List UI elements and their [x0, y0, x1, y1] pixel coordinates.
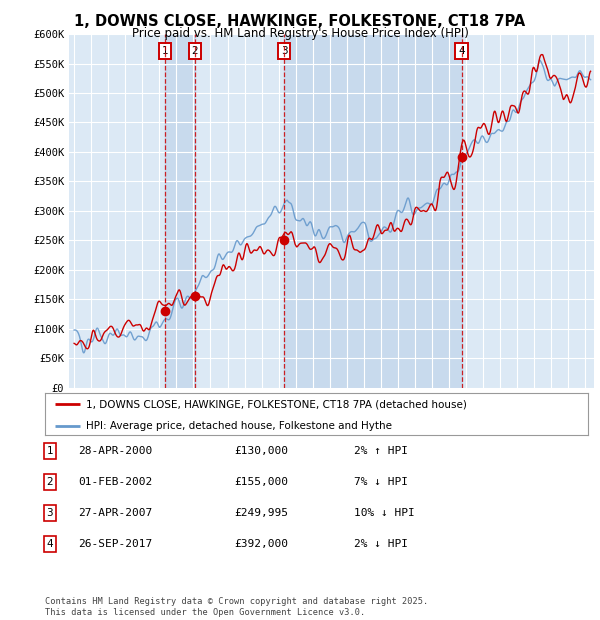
Text: £130,000: £130,000	[234, 446, 288, 456]
Text: 1: 1	[161, 46, 168, 56]
Text: 2: 2	[191, 46, 198, 56]
Text: 27-APR-2007: 27-APR-2007	[78, 508, 152, 518]
Text: 2% ↓ HPI: 2% ↓ HPI	[354, 539, 408, 549]
Text: 4: 4	[458, 46, 465, 56]
Bar	[165, 34, 195, 388]
Text: 7% ↓ HPI: 7% ↓ HPI	[354, 477, 408, 487]
Text: Contains HM Land Registry data © Crown copyright and database right 2025.
This d: Contains HM Land Registry data © Crown c…	[45, 598, 428, 617]
Text: 28-APR-2000: 28-APR-2000	[78, 446, 152, 456]
Text: 1, DOWNS CLOSE, HAWKINGE, FOLKESTONE, CT18 7PA: 1, DOWNS CLOSE, HAWKINGE, FOLKESTONE, CT…	[74, 14, 526, 29]
Text: 3: 3	[281, 46, 287, 56]
Text: 3: 3	[46, 508, 53, 518]
Text: £155,000: £155,000	[234, 477, 288, 487]
Text: £392,000: £392,000	[234, 539, 288, 549]
Text: Price paid vs. HM Land Registry's House Price Index (HPI): Price paid vs. HM Land Registry's House …	[131, 27, 469, 40]
Text: 4: 4	[46, 539, 53, 549]
Text: 26-SEP-2017: 26-SEP-2017	[78, 539, 152, 549]
Text: 2: 2	[46, 477, 53, 487]
Text: 10% ↓ HPI: 10% ↓ HPI	[354, 508, 415, 518]
Text: 1, DOWNS CLOSE, HAWKINGE, FOLKESTONE, CT18 7PA (detached house): 1, DOWNS CLOSE, HAWKINGE, FOLKESTONE, CT…	[86, 399, 467, 409]
Bar	[284, 34, 461, 388]
Text: 01-FEB-2002: 01-FEB-2002	[78, 477, 152, 487]
Text: £249,995: £249,995	[234, 508, 288, 518]
Text: 1: 1	[46, 446, 53, 456]
Text: 2% ↑ HPI: 2% ↑ HPI	[354, 446, 408, 456]
Text: HPI: Average price, detached house, Folkestone and Hythe: HPI: Average price, detached house, Folk…	[86, 421, 392, 431]
